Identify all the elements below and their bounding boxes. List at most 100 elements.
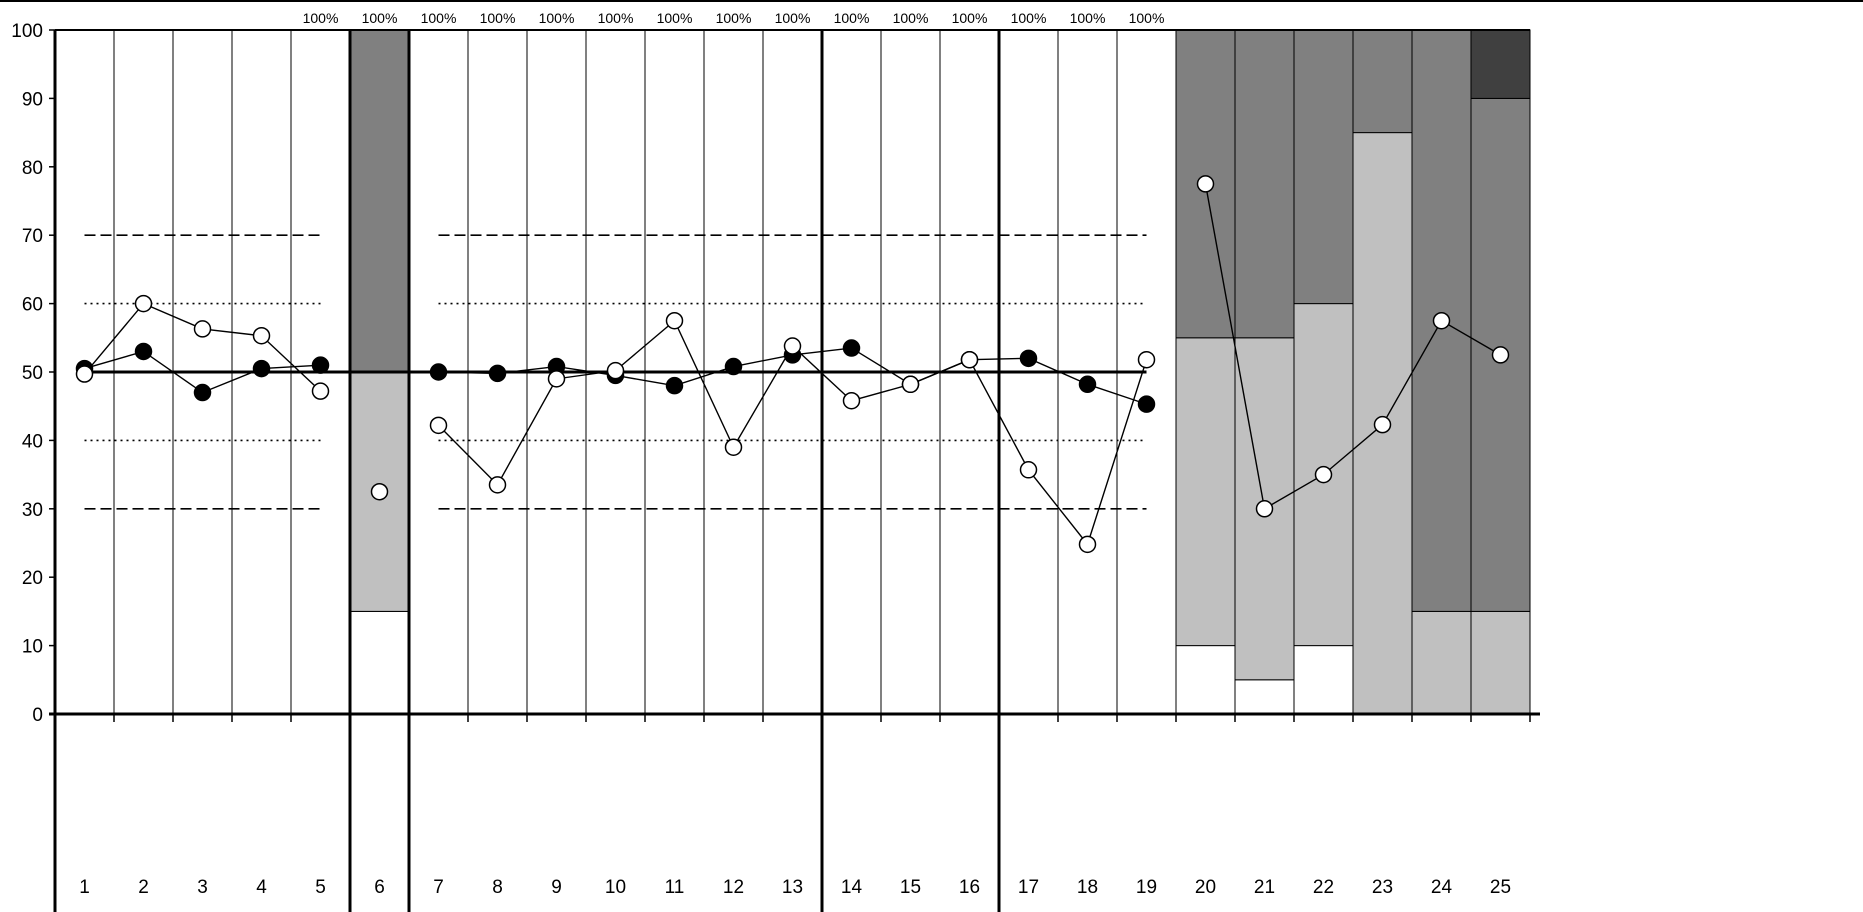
y-tick-label: 60 — [22, 295, 43, 316]
x-tick-label: 15 — [900, 877, 921, 898]
data-point-open — [134, 294, 153, 313]
top-percent-label: 100% — [657, 10, 693, 26]
x-tick-label: 23 — [1372, 877, 1393, 898]
x-tick-label: 22 — [1313, 877, 1334, 898]
x-tick-label: 11 — [665, 877, 685, 898]
data-point-filled — [724, 357, 743, 376]
data-point-filled — [252, 359, 271, 378]
x-tick-label: 2 — [138, 877, 149, 898]
data-point-open — [1373, 415, 1392, 434]
data-point-open — [75, 365, 94, 383]
stacked-band — [1352, 29, 1413, 134]
y-tick-label: 50 — [22, 363, 43, 384]
data-point-open — [547, 370, 566, 388]
data-point-open — [429, 416, 448, 435]
x-tick-label: 8 — [492, 877, 503, 898]
x-tick-label: 9 — [551, 877, 562, 898]
data-point-open — [960, 350, 979, 369]
top-percent-labels: 100% 100% 100% 100% 100% 100% 100% 100% 100% 100%… — [303, 10, 1165, 26]
data-point-filled — [488, 364, 507, 383]
data-point-filled — [134, 342, 153, 361]
x-tick-label: 18 — [1077, 877, 1098, 898]
data-point-open — [724, 438, 743, 456]
x-tick-label: 21 — [1254, 877, 1275, 898]
data-point-filled — [665, 376, 684, 395]
data-point-open — [606, 361, 625, 380]
top-percent-label: 100% — [480, 10, 516, 26]
axes — [49, 29, 1540, 912]
data-point-open — [1255, 500, 1274, 518]
x-tick-label: 6 — [374, 877, 385, 898]
y-tick-label: 0 — [32, 705, 43, 726]
top-percent-label: 100% — [893, 10, 929, 26]
data-point-filled — [311, 356, 330, 374]
x-tick-label: 7 — [433, 877, 444, 898]
data-point-filled — [842, 339, 861, 357]
data-point-open — [488, 476, 507, 494]
data-point-open — [1078, 535, 1097, 554]
data-point-filled — [193, 383, 212, 402]
data-point-open — [252, 326, 271, 345]
stacked-band — [1234, 29, 1295, 339]
y-tick-label: 100 — [11, 21, 43, 42]
y-tick-label: 80 — [22, 158, 43, 179]
data-point-open — [901, 375, 920, 394]
data-point-open — [370, 482, 389, 501]
data-point-open — [783, 337, 802, 355]
x-tick-label: 4 — [256, 877, 267, 898]
y-tick-label: 30 — [22, 500, 43, 521]
x-tick-label: 1 — [79, 877, 90, 898]
top-percent-label: 100% — [834, 10, 870, 26]
data-point-open — [193, 320, 212, 338]
top-percent-label: 100% — [775, 10, 811, 26]
stacked-band — [1234, 679, 1295, 715]
top-percent-label: 100% — [1070, 10, 1106, 26]
data-point-open — [1432, 311, 1451, 330]
x-tick-label: 13 — [782, 877, 803, 898]
data-point-open — [1137, 350, 1156, 369]
data-point-open — [665, 311, 684, 330]
data-point-filled — [429, 363, 448, 381]
x-tick-label: 5 — [315, 877, 326, 898]
data-point-filled — [1078, 375, 1097, 394]
x-tick-label: 3 — [197, 877, 208, 898]
top-percent-label: 100% — [1011, 10, 1047, 26]
y-tick-label: 20 — [22, 568, 43, 589]
series-line-open — [1204, 183, 1501, 510]
stacked-band — [1411, 610, 1472, 715]
top-percent-label: 100% — [303, 10, 339, 26]
top-percent-label: 100% — [716, 10, 752, 26]
top-percent-label: 100% — [362, 10, 398, 26]
stacked-band — [1293, 645, 1354, 715]
stacked-band — [1175, 645, 1236, 715]
x-tick-label: 12 — [723, 877, 744, 898]
y-tick-label: 70 — [22, 226, 43, 247]
top-percent-label: 100% — [598, 10, 634, 26]
data-point-open — [1491, 346, 1510, 364]
x-tick-label: 17 — [1018, 877, 1039, 898]
x-tick-label: 20 — [1195, 877, 1216, 898]
stacked-columns — [349, 29, 1531, 715]
stacked-band — [1411, 29, 1472, 612]
stacked-band — [349, 610, 410, 715]
top-percent-label: 100% — [421, 10, 457, 26]
y-tick-label: 10 — [22, 637, 43, 658]
x-tick-label: 10 — [605, 877, 626, 898]
data-point-filled — [1019, 349, 1038, 368]
y-tick-label: 90 — [22, 89, 43, 110]
series-line-open — [83, 302, 321, 392]
data-point-filled — [1137, 395, 1156, 413]
x-tick-label: 16 — [959, 877, 980, 898]
stacked-band — [1470, 610, 1531, 715]
top-percent-label: 100% — [952, 10, 988, 26]
data-series — [75, 175, 1510, 554]
x-tick-label: 25 — [1490, 877, 1511, 898]
top-percent-label: 100% — [539, 10, 575, 26]
data-point-open — [1196, 175, 1215, 193]
data-point-open — [842, 391, 861, 410]
stacked-band — [349, 29, 410, 373]
data-point-open — [311, 382, 330, 400]
x-tick-label: 14 — [841, 877, 863, 898]
y-axis-ticks: 0 10 20 30 40 50 60 70 80 90 100 — [11, 21, 55, 726]
